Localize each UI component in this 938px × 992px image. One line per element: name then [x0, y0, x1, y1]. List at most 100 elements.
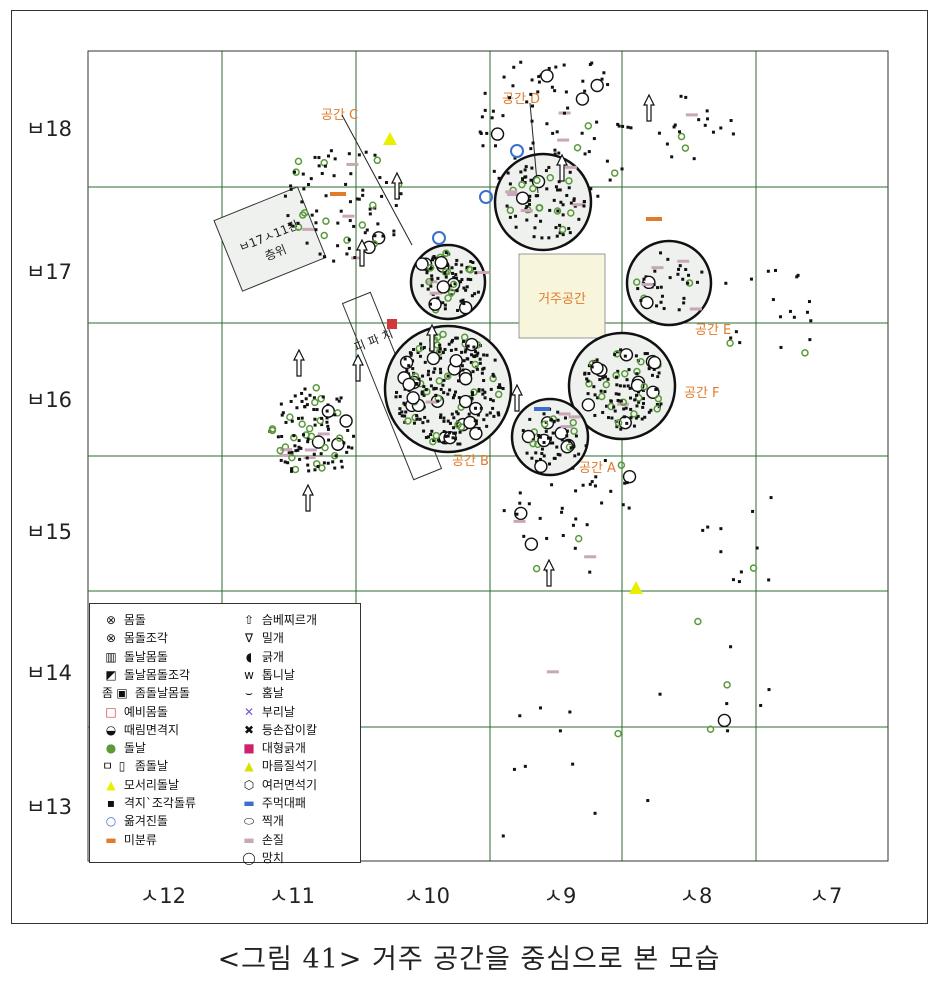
flake-mark — [635, 372, 639, 376]
blade-mark — [411, 413, 419, 422]
flake-mark — [296, 448, 300, 452]
flake-mark — [489, 397, 493, 401]
flake-mark — [612, 405, 616, 409]
x-label-12: ㅅ12 — [139, 884, 187, 908]
core-mark — [640, 295, 654, 310]
core-mark — [434, 255, 448, 270]
flake-mark — [542, 454, 546, 458]
flake-mark — [429, 384, 433, 388]
flake-mark — [465, 285, 469, 289]
flake-mark — [315, 209, 319, 213]
blue-circle-icon — [510, 144, 524, 158]
flake-mark — [684, 268, 688, 272]
flake-mark — [518, 714, 522, 718]
blade-mark — [429, 437, 437, 446]
grid — [87, 50, 889, 862]
flake-mark — [511, 84, 515, 88]
black-dot-icon: ▪ — [106, 796, 116, 810]
core-mark — [554, 426, 568, 440]
flake-mark — [706, 525, 710, 529]
flake-mark — [296, 416, 300, 420]
blade-mark — [569, 418, 577, 427]
flake-mark — [506, 171, 510, 175]
flake-mark — [436, 276, 440, 280]
flake-mark — [439, 371, 443, 375]
legend-label: 긁개 — [258, 649, 284, 664]
flake-mark — [430, 277, 434, 281]
flake-mark — [308, 393, 312, 397]
flake-mark — [625, 378, 629, 382]
dash-mark — [330, 192, 346, 196]
flake-mark — [609, 489, 613, 493]
legend-item: □ 예비몸돌 — [102, 704, 168, 720]
flake-mark — [498, 383, 502, 387]
arrow-point-icon — [352, 353, 364, 382]
retouch-mark — [425, 400, 438, 404]
flake-mark — [430, 429, 434, 433]
flake-mark — [596, 194, 600, 198]
legend-label: 미분류 — [120, 832, 157, 847]
flake-mark — [477, 426, 481, 430]
flake-mark — [652, 367, 656, 371]
flake-mark — [458, 430, 462, 434]
flake-mark — [418, 354, 422, 358]
flake-mark — [606, 83, 610, 87]
flake-mark — [610, 416, 614, 420]
flake-mark — [558, 729, 562, 733]
flake-mark — [521, 429, 525, 433]
flake-mark — [530, 456, 534, 460]
flake-mark — [569, 201, 573, 205]
flake-mark — [731, 578, 735, 582]
flake-mark — [494, 144, 498, 148]
flake-mark — [446, 434, 450, 438]
flake-mark — [462, 286, 466, 290]
flake-mark — [749, 277, 753, 281]
flake-mark — [465, 266, 469, 270]
flake-mark — [706, 117, 710, 121]
core-mark — [490, 127, 505, 141]
flake-mark — [492, 414, 496, 418]
flake-mark — [617, 392, 621, 396]
flake-mark — [557, 180, 561, 184]
flake-mark — [540, 447, 544, 451]
flake-mark — [574, 517, 578, 521]
blade-mark — [621, 370, 629, 378]
flake-mark — [452, 431, 456, 435]
oval-icon: ⬭ — [243, 814, 255, 829]
flake-mark — [643, 415, 647, 419]
flake-mark — [581, 79, 585, 83]
legend-item: ▪ 격지`조각돌류 — [102, 795, 196, 811]
flake-mark — [466, 277, 470, 281]
flake-mark — [619, 399, 623, 403]
flake-mark — [304, 397, 308, 401]
flake-mark — [626, 384, 630, 388]
flake-mark — [549, 418, 553, 422]
arrow-point-icon — [426, 323, 438, 352]
legend-label: 여러면석기 — [258, 777, 318, 792]
flake-mark — [652, 283, 656, 287]
flake-mark — [443, 271, 447, 275]
retouch-mark — [351, 256, 364, 260]
flake-mark — [361, 193, 365, 197]
flake-mark — [426, 419, 430, 423]
flake-mark — [430, 258, 434, 262]
flake-mark — [438, 367, 442, 371]
blade-mark — [358, 221, 367, 229]
flake-mark — [280, 434, 284, 438]
blade-mark — [286, 413, 294, 421]
flake-mark — [320, 416, 324, 420]
flake-mark — [577, 452, 581, 456]
zone-f-label: 공간 F — [684, 386, 720, 401]
flake-mark — [454, 390, 458, 394]
arrow-point-icon — [356, 238, 368, 267]
flake-mark — [447, 342, 451, 346]
flake-mark — [426, 373, 430, 377]
flake-mark — [392, 229, 396, 233]
y-label-18: ㅂ18 — [26, 117, 73, 141]
core-mark — [514, 506, 528, 521]
flake-mark — [429, 433, 433, 437]
flake-mark — [538, 457, 542, 461]
flake-mark — [512, 767, 516, 771]
flake-mark — [280, 413, 284, 417]
flake-mark — [450, 340, 454, 344]
